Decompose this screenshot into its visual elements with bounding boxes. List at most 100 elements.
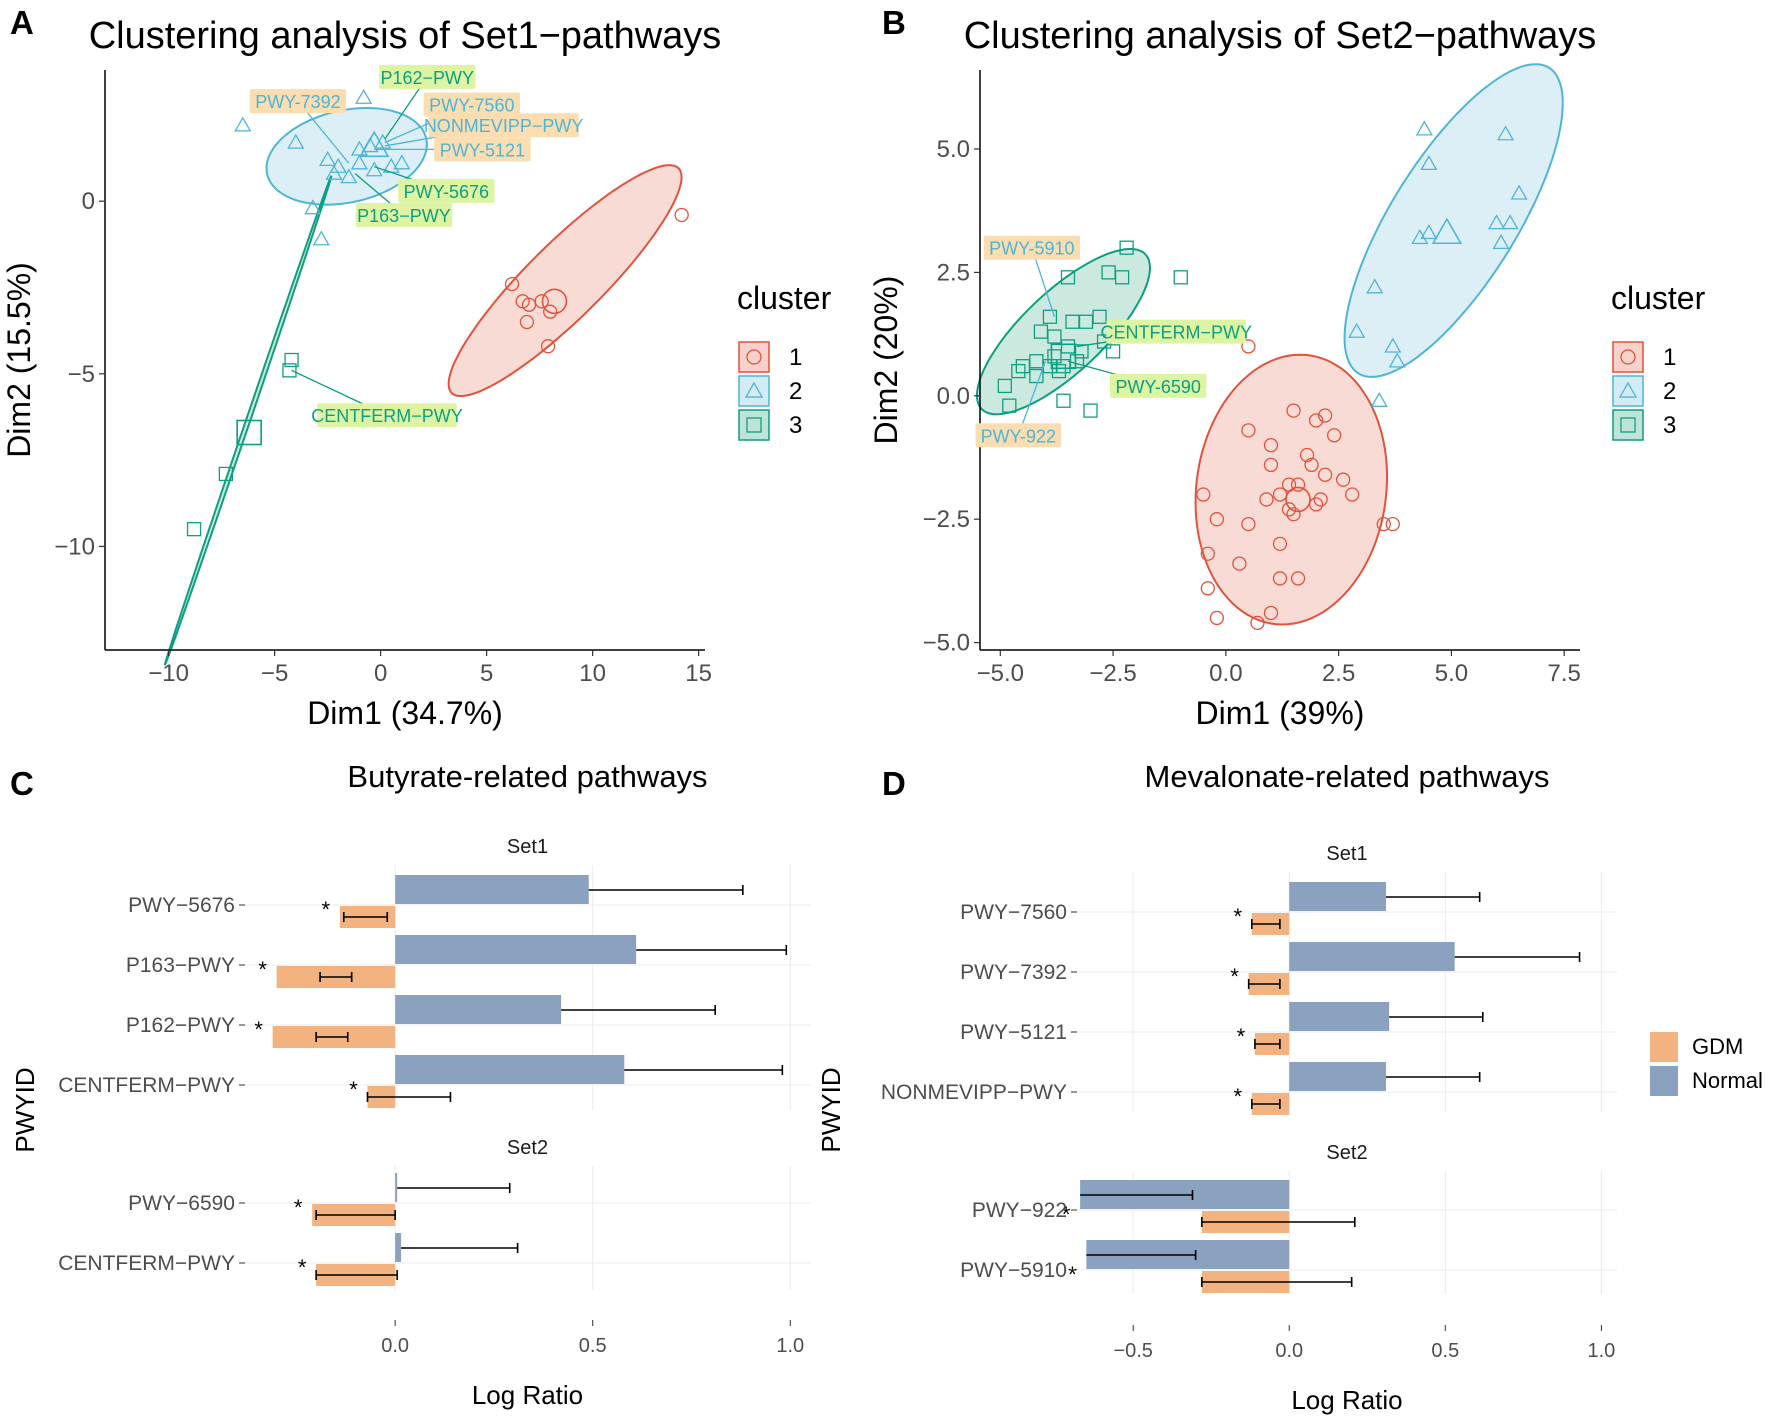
panel-b-legend-key-2: [1612, 375, 1644, 407]
panel-a-point-cluster-2: [340, 168, 358, 184]
panel-c-bar-normal: [395, 875, 589, 904]
panel-b-point-cluster-2: [1384, 337, 1402, 353]
panel-b-annotation-box: [983, 235, 1081, 260]
panel-c-category-label: P162−PWY: [126, 1014, 235, 1037]
panel-b-point-cluster-1: [1272, 571, 1288, 586]
panel-d-bar-normal: [1289, 882, 1387, 911]
panel-d-facet-label: Set2: [1326, 1142, 1367, 1164]
panel-b-x-tick-label: 2.5: [1322, 660, 1355, 687]
panel-c-x-tick-label: 0.5: [579, 1335, 607, 1357]
panel-b-x-tick-label: 7.5: [1548, 660, 1581, 687]
panel-b-point-cluster-2: [1420, 155, 1438, 171]
panel-b-point-cluster-1: [1281, 502, 1297, 517]
panel-b-annotation-label: PWY-6590: [1116, 377, 1201, 397]
panel-a-legend-label-1: 1: [789, 344, 802, 371]
panel-c-significance-star: *: [254, 1017, 263, 1042]
panel-b-legend-label-1: 1: [1663, 344, 1676, 371]
panel-b-point-cluster-3: [1119, 240, 1134, 255]
panel-b-point-cluster-3: [1078, 314, 1094, 329]
panel-b-point-cluster-2: [1388, 352, 1406, 368]
panel-b-point-cluster-3: [1047, 349, 1062, 364]
panel-c-significance-star: *: [298, 1255, 307, 1280]
panel-b-y-tick-label: −5.0: [923, 630, 970, 657]
panel-d-significance-star: *: [1234, 904, 1243, 929]
panel-a-legend-marker-3: [746, 417, 762, 433]
panel-d-bar-chart: Mevalonate-related pathways Set1 * PWY−7560…: [816, 759, 1763, 1415]
panel-b-point-cluster-2: [1366, 278, 1384, 294]
panel-b-point-cluster-3: [1105, 344, 1121, 359]
panel-a-point-cluster-2: [365, 161, 383, 177]
panel-c-facet-label: Set2: [507, 1137, 548, 1159]
panel-a-annotation-box: [249, 89, 347, 114]
panel-b-centroid-cluster-1: [1285, 486, 1311, 513]
panel-a-point-cluster-2: [325, 164, 343, 180]
panel-b-point-cluster-1: [1272, 536, 1288, 552]
panel-d-category-label: PWY−5910: [960, 1259, 1067, 1282]
panel-d-legend-label-gdm: GDM: [1692, 1034, 1743, 1059]
panel-a-y-tick-label: −5: [68, 361, 95, 388]
panel-b-point-cluster-1: [1317, 408, 1333, 423]
panel-b-y-tick-label: 2.5: [937, 259, 970, 286]
panel-a-point-cluster-2: [304, 199, 322, 215]
panel-a-point-cluster-2: [350, 154, 369, 170]
panel-b-point-cluster-1: [1209, 610, 1224, 626]
panel-b-point-cluster-3: [1056, 393, 1071, 408]
panel-b-annotation-label: CENTFERM−PWY: [1100, 323, 1252, 343]
panel-b-point-cluster-2: [1348, 322, 1366, 338]
panel-d-bar-normal: [1289, 1002, 1390, 1031]
panel-b-y-tick-label: 0.0: [937, 383, 970, 410]
panel-b-annotation-box: [975, 423, 1062, 448]
panel-b-point-cluster-1: [1290, 571, 1306, 586]
panel-b-point-cluster-1: [1286, 507, 1301, 522]
panel-a-point-cluster-3: [284, 352, 299, 368]
panel-b-point-cluster-1: [1263, 457, 1279, 473]
panel-a-centroid-cluster-2: [359, 130, 390, 158]
panel-b-title: Clustering analysis of Set2−pathways: [964, 15, 1597, 57]
panel-d-category-label: PWY−5121: [960, 1021, 1067, 1044]
panel-b-point-cluster-1: [1250, 615, 1265, 631]
panel-b-point-cluster-1: [1299, 447, 1315, 463]
panel-b-annotation-leader: [1017, 361, 1047, 436]
panel-b-point-cluster-2: [1492, 233, 1510, 250]
panel-b-y-tick-label: −2.5: [923, 506, 970, 533]
panel-letter-b: B: [882, 4, 906, 41]
panel-b-point-cluster-3: [1002, 398, 1017, 413]
panel-d-legend-key-gdm: [1650, 1032, 1678, 1062]
panel-b-y-axis-label: Dim2 (20%): [868, 276, 904, 445]
panel-b-point-cluster-3: [1011, 363, 1026, 379]
panel-c-significance-star: *: [322, 897, 331, 922]
panel-d-x-tick-label: 1.0: [1587, 1340, 1615, 1362]
panel-d-significance-star: *: [1237, 1024, 1246, 1049]
panel-b-point-cluster-1: [1196, 487, 1211, 502]
panel-b-point-cluster-2: [1415, 120, 1433, 136]
panel-c-bar-normal: [395, 1233, 402, 1262]
panel-b-point-cluster-3: [1015, 359, 1031, 374]
panel-a-legend-key-1: [738, 341, 770, 373]
panel-b-centroid-cluster-2: [1431, 217, 1463, 245]
panel-b-legend-marker-2: [1618, 381, 1638, 398]
panel-b-point-cluster-1: [1241, 516, 1256, 532]
panel-b-legend-title: cluster: [1611, 280, 1706, 316]
panel-b-point-cluster-2: [1420, 224, 1438, 240]
panel-b-point-cluster-1: [1376, 516, 1391, 532]
panel-b-point-cluster-1: [1290, 477, 1306, 492]
panel-b-point-cluster-1: [1259, 492, 1274, 507]
panel-a-legend-title: cluster: [737, 280, 832, 316]
panel-a-annotation-box: [355, 203, 453, 227]
panel-a-annotation-label: PWY-5676: [404, 182, 489, 202]
panel-b-x-tick-label: −2.5: [1089, 660, 1136, 687]
panel-b-point-cluster-1: [1317, 467, 1333, 482]
panel-a-ellipse-cluster-1: [447, 164, 683, 397]
panel-d-bar-normal: [1289, 1062, 1387, 1091]
panel-d-category-label: NONMEVIPP−PWY: [881, 1081, 1067, 1104]
panel-a-annotation-box: [398, 178, 495, 203]
panel-a-y-axis-label: Dim2 (15.5%): [1, 262, 37, 458]
panel-c-bar-normal: [395, 1173, 398, 1202]
panel-b-point-cluster-1: [1241, 423, 1256, 438]
panel-d-significance-star: *: [1068, 1262, 1077, 1287]
panel-a-annotation-label: PWY-7560: [429, 96, 514, 116]
panel-a-x-tick-label: 10: [579, 660, 606, 687]
panel-c-category-label: PWY−5676: [128, 894, 235, 917]
panel-a-x-tick-label: −5: [261, 660, 288, 687]
